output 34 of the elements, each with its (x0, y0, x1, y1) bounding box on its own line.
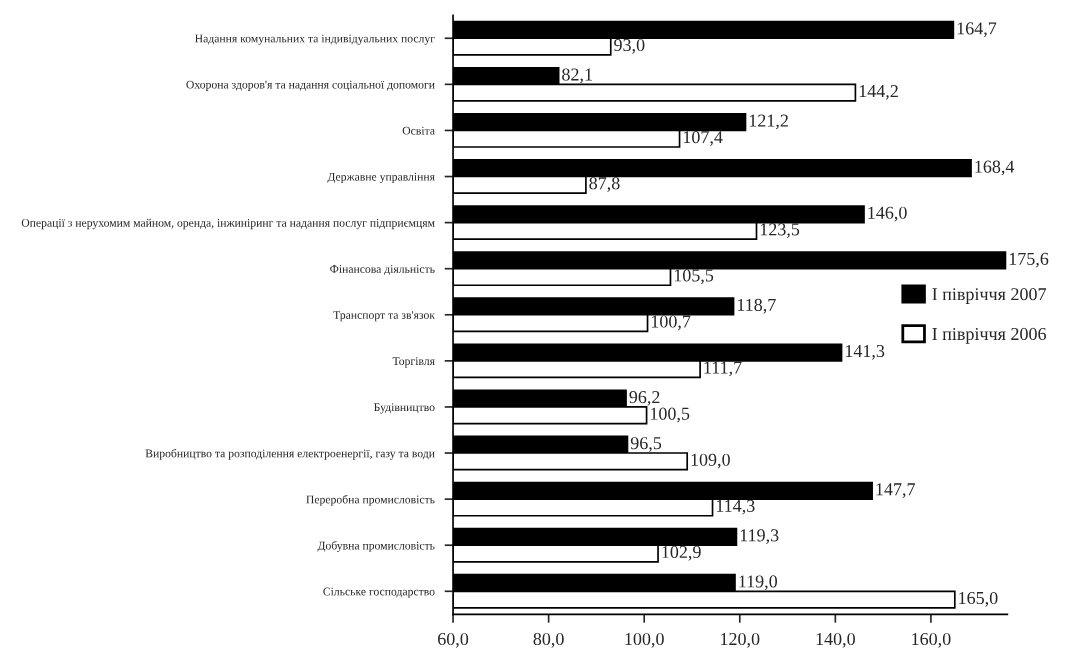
data-label: 93,0 (614, 38, 645, 54)
data-label: 119,0 (739, 575, 778, 591)
data-label: 146,0 (868, 206, 907, 222)
data-label: 82,1 (562, 68, 592, 84)
data-label: 168,4 (975, 160, 1015, 176)
legend-label: І півріччя 2006 (932, 327, 1047, 344)
data-label: 118,7 (737, 298, 776, 314)
x-tick-label: 80,0 (533, 632, 564, 648)
x-tick-label: 60,0 (438, 632, 469, 648)
data-label: 123,5 (760, 223, 800, 239)
data-label: 141,3 (845, 344, 885, 360)
data-label: 144,2 (859, 85, 898, 100)
legend-label: І півріччя 2007 (932, 288, 1047, 304)
x-tick-label: 100,0 (625, 632, 664, 648)
data-label: 87,8 (589, 177, 620, 192)
data-label: 164,7 (957, 22, 997, 38)
data-label: 147,7 (876, 483, 916, 498)
data-label: 119,3 (740, 529, 779, 545)
data-label: 111,7 (704, 361, 742, 377)
data-label: 165,0 (959, 591, 998, 607)
data-label: 102,9 (662, 545, 701, 561)
data-label: 109,0 (691, 453, 730, 469)
data-label: 175,6 (1009, 252, 1049, 268)
data-label: 100,7 (651, 315, 691, 331)
data-label: 100,5 (650, 407, 690, 423)
data-label: 96,2 (629, 391, 660, 406)
data-label: 107,4 (683, 131, 723, 146)
data-label: 114,3 (716, 499, 755, 515)
data-label: 96,5 (630, 437, 662, 452)
x-tick-label: 140,0 (816, 632, 855, 648)
data-label: 121,2 (749, 114, 788, 130)
x-tick-label: 160,0 (912, 632, 951, 648)
data-label: 105,5 (674, 269, 714, 285)
x-tick-label: 120,0 (721, 632, 760, 648)
